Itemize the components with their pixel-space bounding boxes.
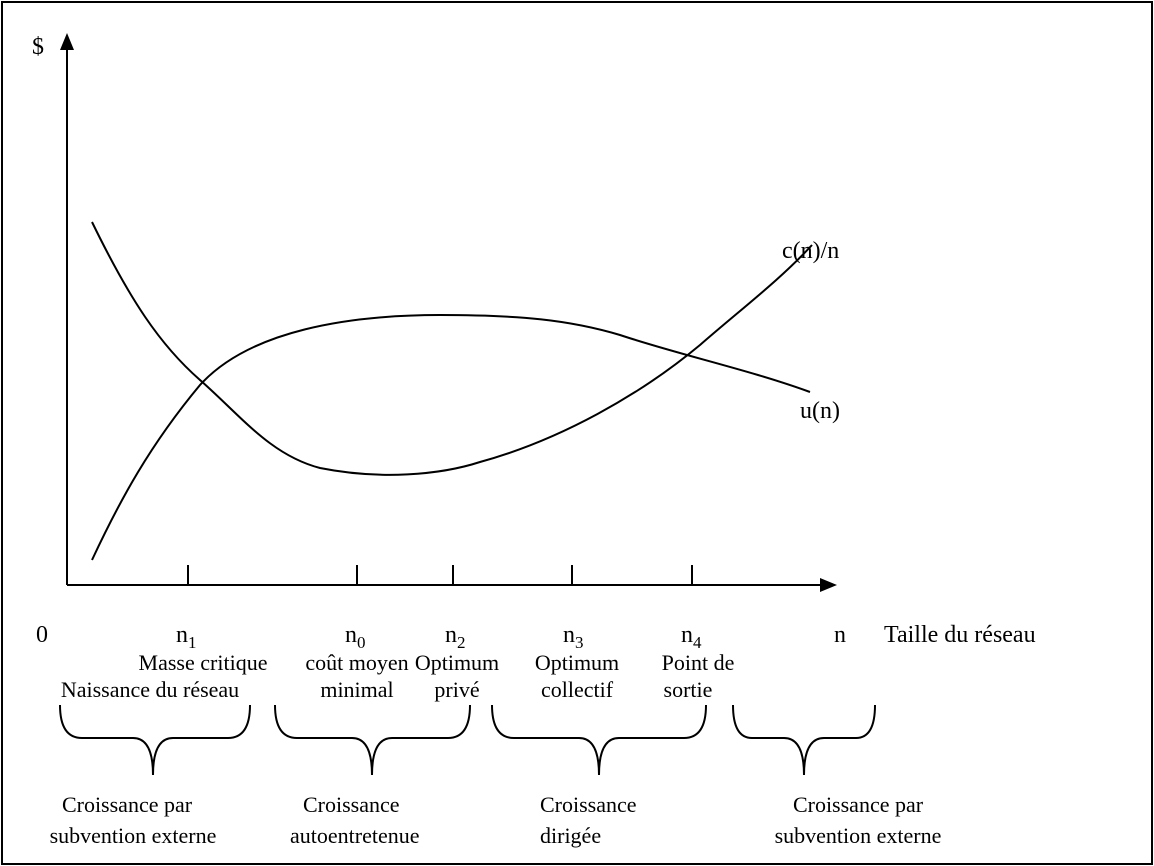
phases: Croissance par subvention externe Croiss… <box>50 792 942 848</box>
point-base: n <box>681 622 693 648</box>
point-sub: 1 <box>188 633 197 652</box>
description: Optimum <box>415 650 499 675</box>
curve-label: c(n)/n <box>782 238 839 264</box>
phase-label: subvention externe <box>50 823 217 848</box>
point-label: n2 <box>445 622 466 652</box>
point-sub: 4 <box>693 633 702 652</box>
utility-curve <box>91 313 811 561</box>
point-base: n <box>345 622 357 648</box>
phase-label: autoentretenue <box>290 823 420 848</box>
curve-label: u(n) <box>800 398 840 424</box>
point-base: n <box>176 622 188 648</box>
braces <box>59 704 876 776</box>
point-label: n4 <box>681 622 702 652</box>
brace <box>491 704 707 776</box>
phase-label: Croissance par <box>62 792 193 817</box>
phase-label: Croissance <box>303 792 400 817</box>
x-arrow <box>820 578 837 592</box>
brace <box>732 704 876 776</box>
phase-label: subvention externe <box>775 823 942 848</box>
cost-curve <box>91 221 813 476</box>
point-label: 0 <box>36 622 48 648</box>
point-base: n <box>445 622 457 648</box>
y-axis-label: $ <box>32 34 44 60</box>
point-label: n <box>834 622 846 648</box>
point-sub: 2 <box>457 633 466 652</box>
phase-label: Croissance par <box>793 792 924 817</box>
description: collectif <box>541 677 614 702</box>
point-sub: 3 <box>575 633 584 652</box>
description: Point de <box>662 650 735 675</box>
description: minimal <box>320 677 393 702</box>
phase-label: Croissance <box>540 792 637 817</box>
x-axis-label: Taille du réseau <box>884 622 1036 648</box>
point-descriptions: Masse critique Naissance du réseau coût … <box>61 650 735 702</box>
point-label: n0 <box>345 622 366 652</box>
description: Masse critique <box>139 650 268 675</box>
ticks <box>187 565 693 585</box>
brace <box>59 704 251 776</box>
point-label: n3 <box>563 622 584 652</box>
description: privé <box>434 677 479 702</box>
point-sub: 0 <box>357 633 366 652</box>
phase-label: dirigée <box>540 823 601 848</box>
point-base: n <box>563 622 575 648</box>
description: Optimum <box>535 650 619 675</box>
point-label: n1 <box>176 622 197 652</box>
brace <box>274 704 471 776</box>
y-arrow <box>60 33 74 50</box>
description: Naissance du réseau <box>61 677 239 702</box>
description: coût moyen <box>305 650 408 675</box>
description: sortie <box>664 677 713 702</box>
